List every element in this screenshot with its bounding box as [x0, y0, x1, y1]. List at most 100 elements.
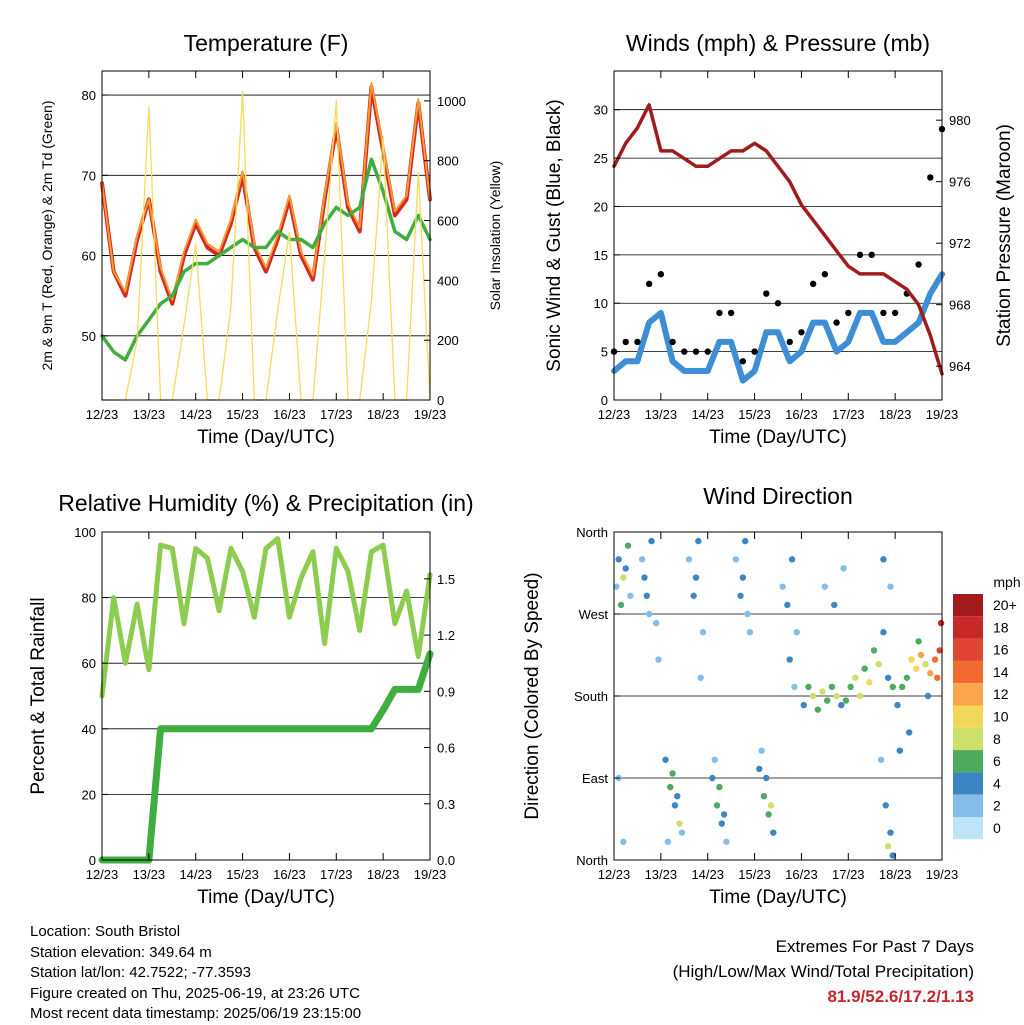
chart-title: Winds (mph) & Pressure (mb)	[626, 30, 930, 56]
direction-point	[678, 829, 686, 836]
gust-point	[868, 251, 875, 259]
direction-point	[779, 583, 786, 590]
x-tick-label: 19/23	[414, 867, 447, 882]
direction-point	[667, 783, 674, 791]
direction-point	[889, 852, 896, 859]
y-axis-label: Direction (Colored By Speed)	[522, 572, 543, 819]
direction-point	[627, 592, 634, 599]
direction-point	[887, 829, 894, 836]
direction-point	[737, 592, 744, 599]
direction-point	[880, 556, 887, 563]
direction-point	[690, 592, 697, 599]
panel-2	[98, 531, 434, 864]
direction-point	[824, 697, 831, 704]
direction-point	[676, 820, 683, 827]
direction-point	[924, 692, 932, 700]
y-right-tick-label: 0.0	[437, 853, 455, 868]
elevation-text: Station elevation: 349.64 m	[30, 943, 212, 961]
panel-1	[610, 70, 946, 401]
gust-point	[798, 329, 805, 336]
latlon-text: Station lat/lon: 42.7522; -77.3593	[30, 964, 252, 981]
x-tick-label: 17/23	[320, 407, 353, 422]
legend-title: mph	[993, 574, 1020, 590]
direction-point	[842, 697, 850, 704]
direction-point	[615, 556, 622, 563]
direction-point	[723, 838, 730, 845]
gust-point	[845, 309, 852, 317]
direction-point	[800, 701, 807, 709]
y-right-tick-label: 0.3	[437, 797, 455, 812]
direction-point	[709, 774, 716, 782]
direction-point	[662, 756, 669, 763]
y-right-axis-label: Solar Insolation (Yellow)	[487, 161, 503, 311]
plot-frame	[101, 531, 431, 861]
gust-point	[809, 280, 817, 288]
y-tick-label: 50	[82, 329, 96, 344]
y-tick-label: 60	[82, 249, 96, 264]
extremes-title: Extremes For Past 7 Days	[775, 937, 974, 956]
y-tick-label: 100	[74, 525, 96, 540]
series-t9m-line	[101, 82, 431, 301]
series-rh-line	[99, 536, 433, 699]
series-t2m-line	[100, 85, 432, 306]
direction-point	[720, 811, 728, 818]
y-tick-label: 60	[82, 656, 96, 671]
y-tick-label: North	[576, 525, 608, 540]
legend-swatch	[953, 794, 983, 817]
legend-swatch	[953, 727, 983, 751]
direction-point	[746, 629, 754, 636]
direction-point	[718, 820, 725, 827]
direction-point	[856, 692, 864, 700]
direction-point	[819, 688, 826, 695]
y-tick-label: 80	[82, 88, 96, 103]
legend-label: 16	[993, 642, 1009, 658]
gust-point	[786, 338, 793, 346]
direction-point	[638, 556, 646, 563]
x-tick-label: 14/23	[691, 867, 724, 882]
x-tick-label: 15/23	[226, 407, 259, 422]
x-tick-label: 13/23	[645, 407, 678, 422]
direction-point	[674, 793, 681, 800]
x-tick-label: 18/23	[879, 867, 912, 882]
legend-label: 12	[993, 686, 1009, 702]
y-tick-label: 0	[89, 853, 96, 868]
y-tick-label: East	[582, 771, 608, 786]
x-tick-label: 14/23	[691, 407, 724, 422]
legend-label: 14	[993, 664, 1009, 680]
direction-point	[805, 683, 812, 691]
direction-point	[664, 838, 672, 845]
direction-point	[915, 638, 922, 645]
direction-point	[882, 802, 889, 809]
y-axis-label: Sonic Wind & Gust (Blue, Black)	[544, 99, 565, 371]
gust-point	[927, 174, 934, 181]
y-right-tick-label: 0.9	[437, 684, 455, 699]
direction-point	[877, 756, 885, 763]
y-tick-label: 10	[594, 296, 608, 311]
legend-swatch	[953, 683, 983, 706]
gust-point	[833, 319, 840, 326]
direction-point	[739, 574, 747, 581]
legend-swatch	[953, 750, 983, 773]
direction-point	[884, 674, 892, 681]
direction-point	[758, 747, 765, 754]
panel-0	[100, 70, 432, 401]
y-right-tick-label: 400	[437, 273, 459, 288]
extremes-block: Extremes For Past 7 Days (High/Low/Max W…	[673, 934, 974, 1009]
direction-point	[828, 683, 836, 691]
direction-point	[613, 583, 620, 590]
direction-point	[643, 592, 650, 599]
gust-point	[704, 348, 711, 355]
x-tick-label: 19/23	[926, 407, 959, 422]
direction-point	[793, 629, 800, 636]
direction-point	[887, 583, 894, 590]
direction-point	[833, 692, 840, 700]
legend-swatch	[953, 616, 983, 639]
direction-point	[931, 656, 939, 663]
plot-frame	[613, 70, 943, 401]
direction-point	[875, 660, 882, 668]
direction-point	[852, 674, 859, 681]
gust-point	[763, 290, 770, 297]
direction-point	[896, 747, 904, 754]
direction-point	[831, 601, 838, 609]
y-right-tick-label: 0.6	[437, 741, 455, 756]
